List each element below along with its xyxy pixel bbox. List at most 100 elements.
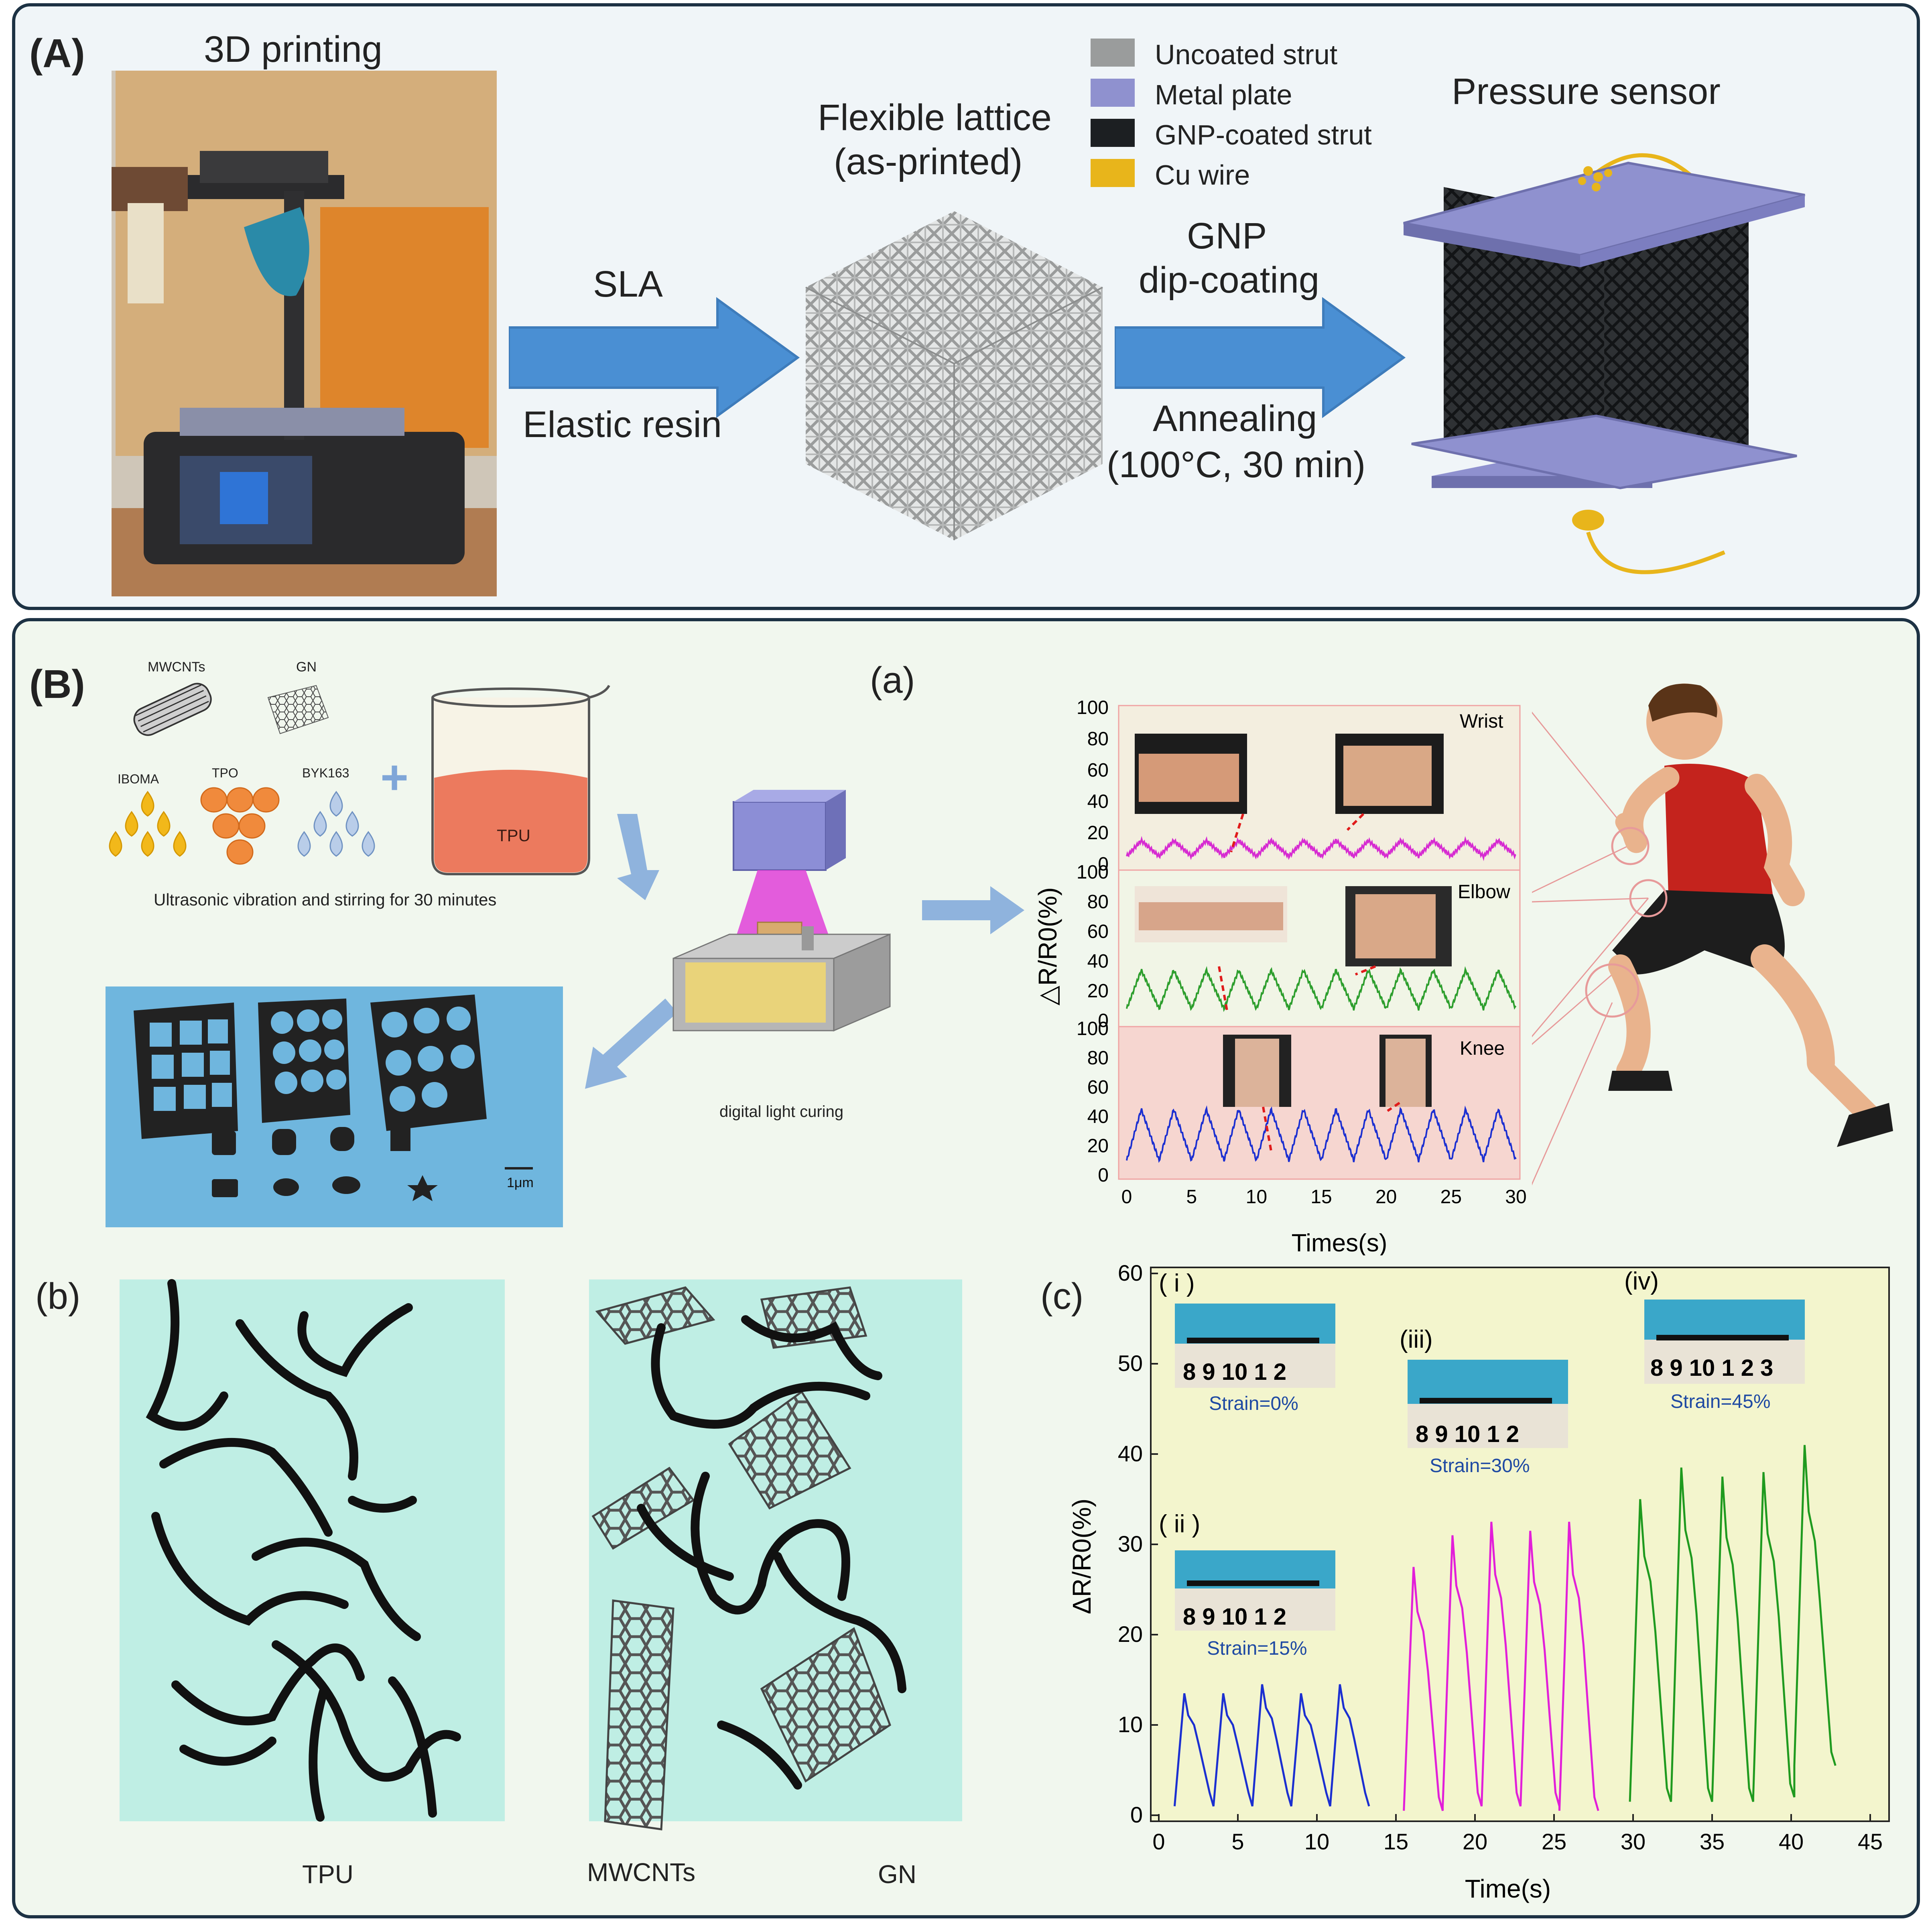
legend-swatch-metal-plate <box>1091 79 1135 107</box>
inset-strain-i: Strain=0% <box>1209 1393 1298 1414</box>
chart-a-ytick: 100 <box>1077 1018 1109 1039</box>
mwcnts-label: MWCNTs <box>148 659 205 675</box>
panel-a-label: (A) <box>29 31 85 76</box>
pressure-sensor-title: Pressure sensor <box>1452 71 1721 112</box>
chart-c-ytick: 50 <box>1118 1350 1143 1376</box>
chart-a-ytick: 20 <box>1087 1135 1109 1157</box>
inset-tag-iv: (iv) <box>1624 1267 1659 1295</box>
dlp-caption: digital light curing <box>719 1103 844 1121</box>
chart-a-ytick: 100 <box>1077 862 1109 883</box>
legend-swatch-uncoated <box>1091 39 1135 67</box>
row-label-knee: Knee <box>1460 1038 1505 1059</box>
chart-c-xtick: 5 <box>1231 1829 1244 1854</box>
chart-a-ytick: 0 <box>1098 854 1109 875</box>
knee-photos <box>1223 1035 1432 1107</box>
chart-a-xtick: 30 <box>1505 1186 1526 1208</box>
chart-c-xtick: 30 <box>1621 1829 1646 1854</box>
series-line-strain <box>1403 1521 1599 1811</box>
chart-a-ytick: 0 <box>1098 1165 1109 1186</box>
chart-c-ytick: 30 <box>1118 1531 1143 1556</box>
series-line-strain <box>1629 1445 1837 1802</box>
arrow-to-samples <box>585 999 677 1089</box>
ultrasonic-caption: Ultrasonic vibration and stirring for 30… <box>154 890 497 909</box>
panel-b-label: (B) <box>29 662 85 707</box>
wrist-photos <box>1135 734 1444 814</box>
chart-c-ytick: 20 <box>1118 1621 1143 1647</box>
strain-response-chart: 60 50 40 30 20 10 0 0 5 10 15 20 25 30 35 40 45 ( i ) 8… <box>1067 1260 1890 1903</box>
chart-a-ytick: 40 <box>1087 1106 1109 1127</box>
chart-c-xlabel: Time(s) <box>1465 1874 1551 1903</box>
pressure-sensor-diagram <box>1403 153 1805 574</box>
chart-c-xtick: 10 <box>1304 1829 1329 1854</box>
flexible-lattice-cube <box>805 211 1103 540</box>
arrow-to-dlp <box>617 814 659 900</box>
chart-a-ylabel: △R/R0(%) <box>1033 887 1062 1006</box>
chart-a-ytick: 20 <box>1087 980 1109 1002</box>
chart-c-ytick: 10 <box>1118 1712 1143 1737</box>
chart-c-ytick: 40 <box>1118 1441 1143 1466</box>
byk163-label: BYK163 <box>302 766 349 780</box>
inset-strain-15: ( ii ) 8 9 10 1 2 Strain=15% <box>1159 1510 1335 1659</box>
chart-a-xtick: 15 <box>1310 1186 1332 1208</box>
panel-b: (B) MWCNTs GN IBOMA TPO BYK163 <box>12 618 1920 1918</box>
series-line-elbow <box>1126 966 1517 1012</box>
gnp-arrow <box>1115 297 1406 418</box>
inset-ruler-i: 8 9 10 1 2 <box>1183 1359 1286 1385</box>
legend-mwcnts-label: MWCNTs <box>587 1858 696 1887</box>
chart-c-ytick: 60 <box>1118 1260 1143 1285</box>
chart-a-ytick: 0 <box>1098 1010 1109 1031</box>
elastic-resin-label: Elastic resin <box>523 404 722 445</box>
gnp-label: GNP <box>1187 216 1267 256</box>
series-line-strain <box>1173 1684 1370 1807</box>
series-line-knee <box>1126 1105 1517 1163</box>
chart-a-ytick: 60 <box>1087 921 1109 942</box>
legend-tpu-label: TPU <box>302 1860 353 1889</box>
series-line-wrist <box>1126 836 1516 861</box>
printed-samples-photo <box>106 986 563 1227</box>
chart-c-ytick: 0 <box>1130 1802 1143 1827</box>
chart-c-xtick: 20 <box>1463 1829 1487 1854</box>
mwcnt-strands-right <box>637 1315 906 1790</box>
byk163-drops-icon <box>297 791 375 857</box>
inset-strain-45: (iv) 8 9 10 1 2 3 Strain=45% <box>1624 1267 1805 1412</box>
chart-a-ytick: 20 <box>1087 822 1109 844</box>
dlp-printer-diagram <box>672 790 891 1032</box>
sla-label: SLA <box>593 264 663 305</box>
legend-gn-label: GN <box>878 1860 916 1889</box>
chart-c-xtick: 15 <box>1383 1829 1408 1854</box>
inset-tag-iii: (iii) <box>1400 1326 1433 1353</box>
legend-label-cu-wire: Cu wire <box>1155 159 1250 191</box>
iboma-drops-icon <box>109 791 187 857</box>
scale-bar-label: 1μm <box>507 1175 534 1190</box>
legend-label-uncoated: Uncoated strut <box>1155 39 1338 70</box>
graphene-sheet-icon <box>267 685 329 734</box>
chart-c-xtick: 35 <box>1700 1829 1725 1854</box>
chart-c-ylabel: ΔR/R0(%) <box>1067 1499 1096 1614</box>
sla-arrow <box>509 297 800 418</box>
row-label-elbow: Elbow <box>1458 881 1510 903</box>
inset-ruler-iii: 8 9 10 1 2 <box>1416 1421 1519 1447</box>
motion-sensing-chart: Wrist Elbow Knee 10080604020010080604020… <box>1033 697 1527 1255</box>
runner-illustration <box>1532 683 1893 1186</box>
tpu-beaker <box>431 685 610 875</box>
lattice-title-line2: (as-printed) <box>834 141 1023 182</box>
mwcnt-bundle-icon <box>133 683 212 736</box>
chart-a-ytick: 40 <box>1087 951 1109 972</box>
annealing-conditions-label: (100°C, 30 min) <box>1107 444 1366 485</box>
plus-sign: + <box>380 750 409 804</box>
printer-photo <box>112 71 497 596</box>
composite-structure-diagram <box>120 1279 962 1830</box>
pointer-arrows <box>1218 813 1400 1151</box>
inset-tag-i: ( i ) <box>1159 1269 1195 1297</box>
inset-ruler-ii: 8 9 10 1 2 <box>1183 1604 1286 1630</box>
chart-a-xlabel: Times(s) <box>1292 1229 1388 1255</box>
chart-a-ytick: 80 <box>1087 891 1109 913</box>
lattice-title-line1: Flexible lattice <box>818 97 1052 138</box>
iboma-label: IBOMA <box>118 772 159 786</box>
tpo-label: TPO <box>212 766 238 780</box>
panel-a: (A) 3D printing SLA Elastic resin Flexib… <box>12 3 1920 610</box>
printing-title: 3D printing <box>204 29 382 70</box>
legend-swatch-cu-wire <box>1091 159 1135 187</box>
chart-a-xtick: 25 <box>1440 1186 1462 1208</box>
chart-c-xtick: 45 <box>1858 1829 1883 1854</box>
